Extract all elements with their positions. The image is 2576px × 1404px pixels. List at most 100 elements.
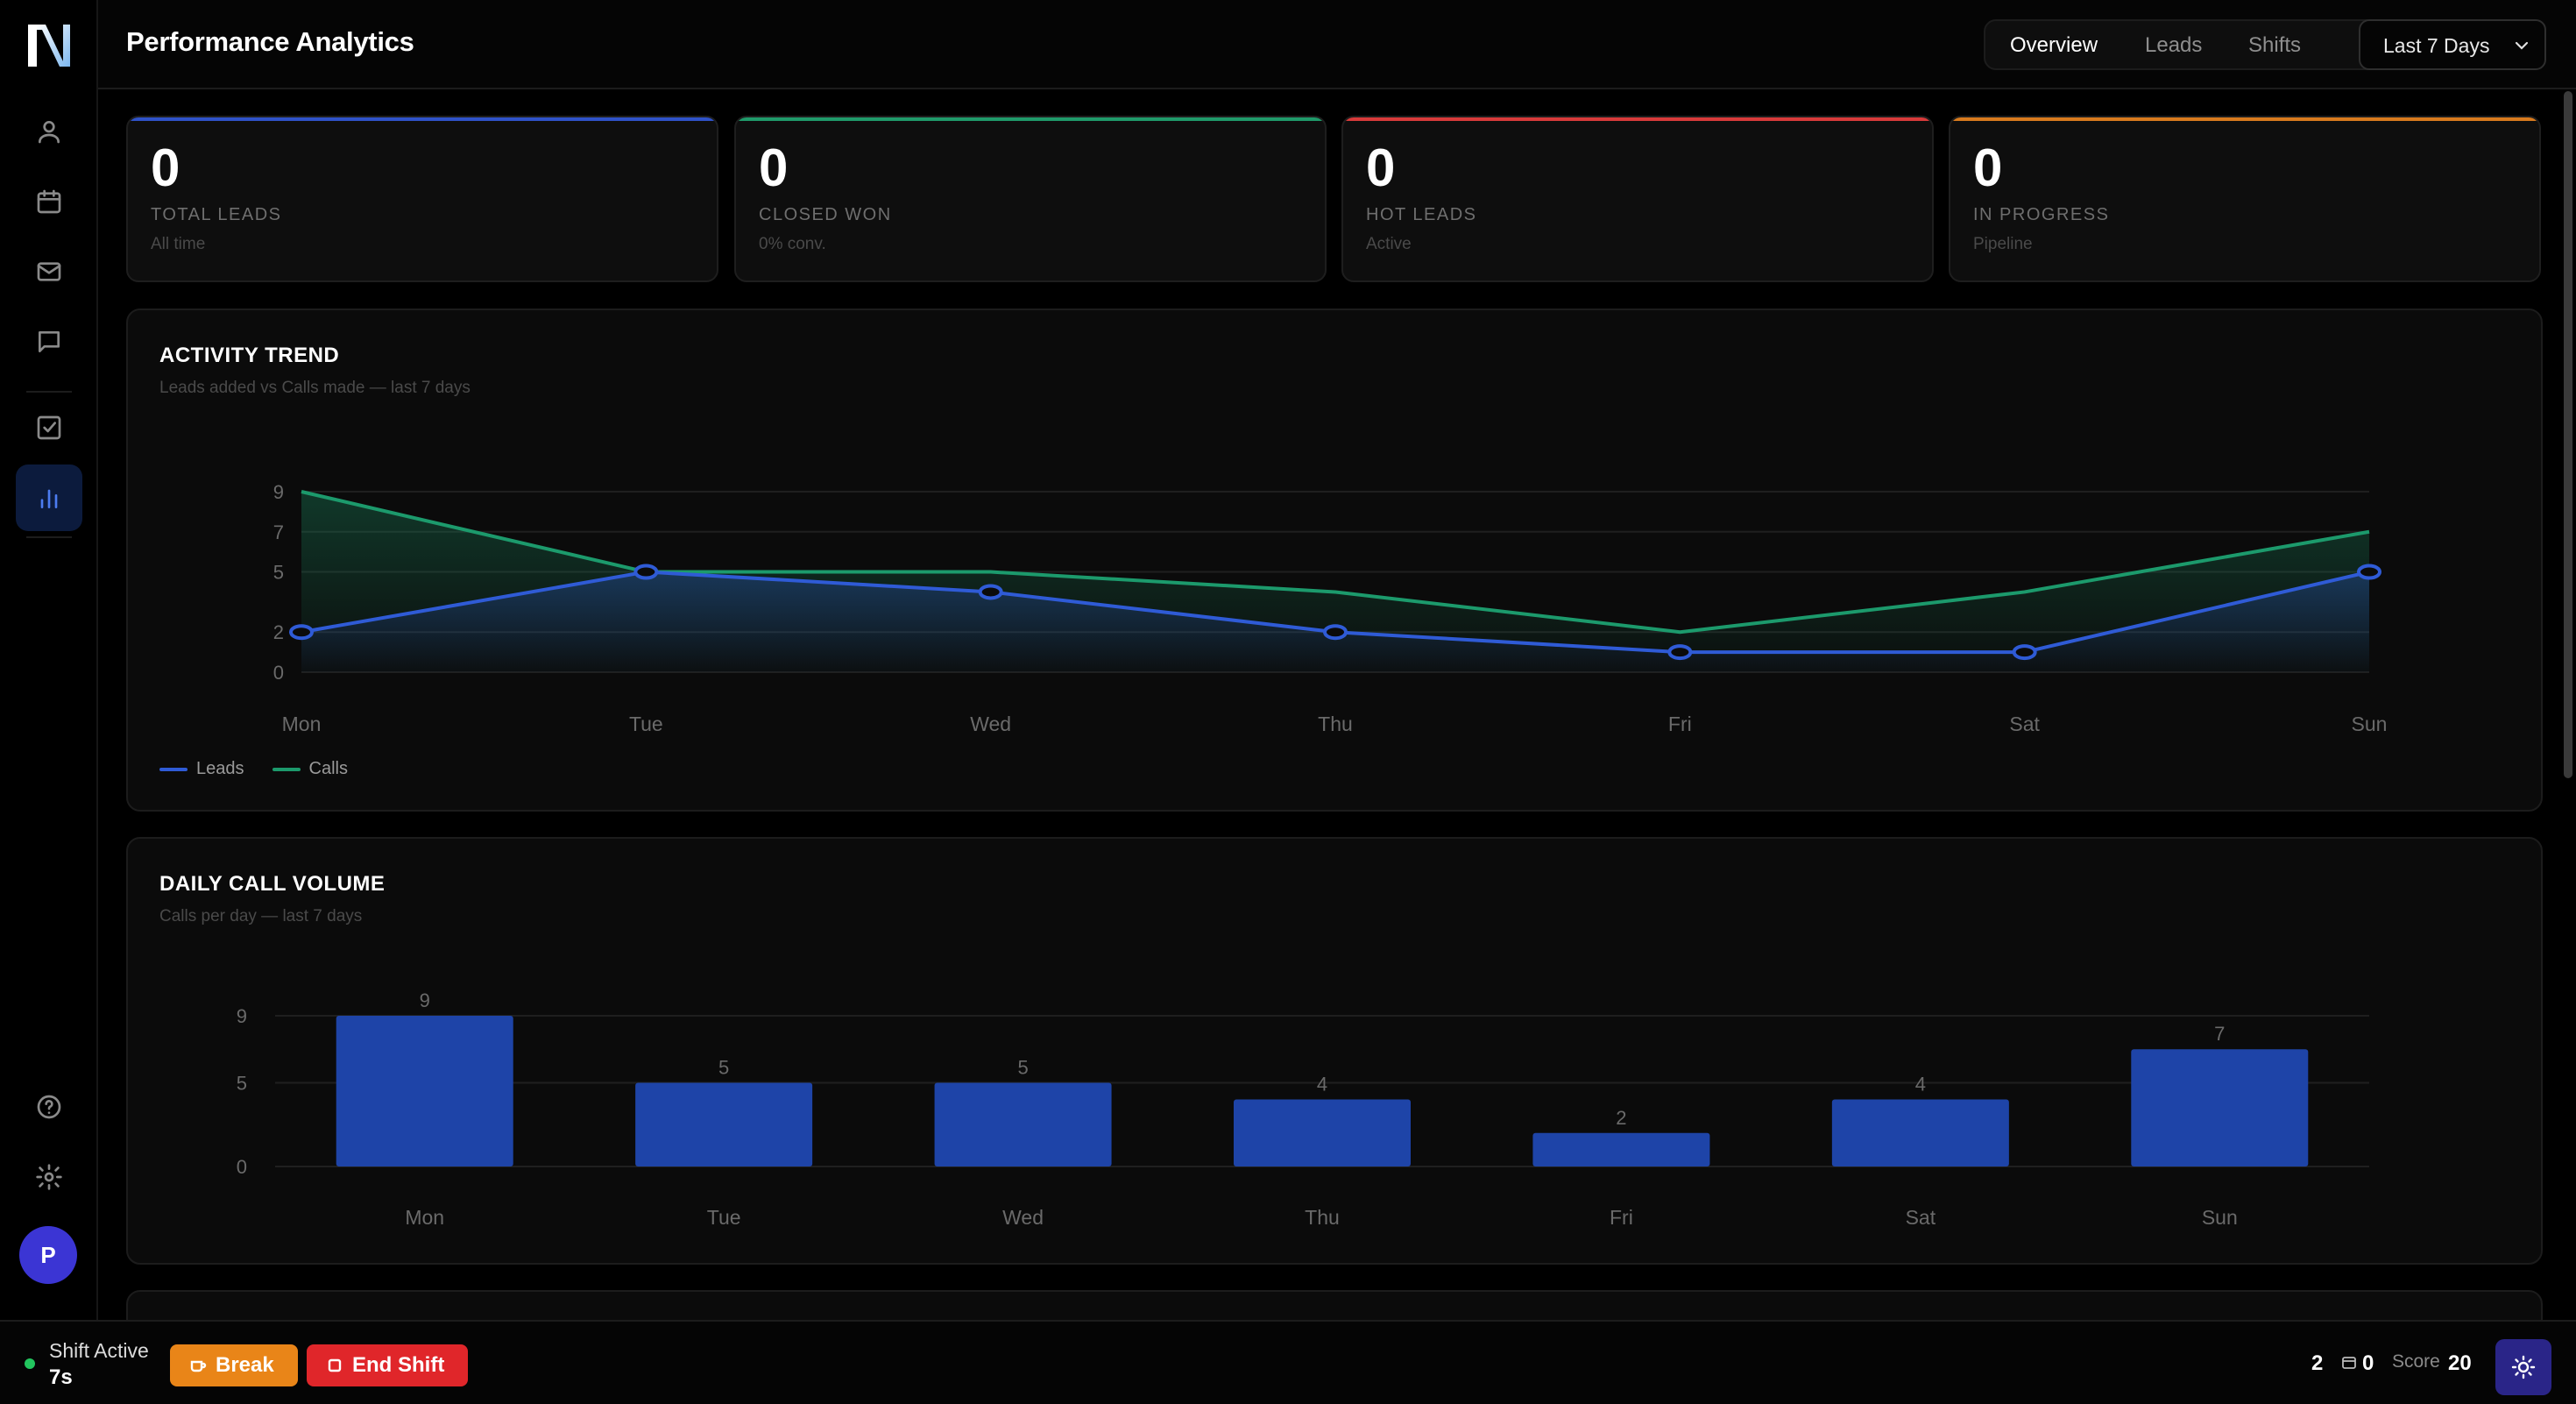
x-tick-label: Wed	[970, 713, 1011, 735]
bar	[2131, 1049, 2309, 1166]
chevron-down-icon	[2515, 41, 2529, 50]
bar-value-label: 4	[1317, 1074, 1327, 1096]
data-point	[2357, 564, 2381, 580]
y-tick-label: 2	[273, 621, 284, 643]
x-tick-label: Mon	[405, 1206, 444, 1229]
stop-icon	[328, 1358, 342, 1372]
card-accent	[128, 117, 717, 121]
y-tick-label: 5	[273, 562, 284, 584]
coffee-icon	[190, 1360, 207, 1372]
chat-icon	[39, 331, 60, 352]
data-point	[289, 624, 314, 641]
x-tick-label: Sat	[1906, 1206, 1936, 1229]
view-tabs: Overview Leads Shifts	[1984, 19, 2429, 70]
bar-chart-icon	[40, 489, 58, 508]
y-tick-label: 0	[273, 662, 284, 684]
sidebar-item-settings[interactable]	[16, 1144, 82, 1210]
user-icon	[39, 121, 60, 144]
scrollbar[interactable]	[2564, 91, 2572, 778]
legend-swatch	[272, 767, 301, 771]
legend-label: Calls	[308, 759, 348, 778]
shift-timer: 7s	[49, 1365, 73, 1389]
theme-toggle-button[interactable]	[2495, 1339, 2551, 1395]
sidebar-divider	[26, 536, 72, 538]
tab-shifts[interactable]: Shifts	[2248, 33, 2302, 57]
y-tick-label: 5	[237, 1072, 247, 1094]
sidebar-item-analytics[interactable]	[16, 464, 82, 531]
date-range-value: Last 7 Days	[2383, 34, 2490, 57]
date-range-select[interactable]: Last 7 Days	[2359, 19, 2546, 70]
checkbox-icon	[37, 415, 61, 440]
bar	[336, 1016, 513, 1166]
activity-trend-panel: ACTIVITY TREND Leads added vs Calls made…	[126, 308, 2543, 812]
data-point	[978, 584, 1003, 600]
end-shift-button[interactable]: End Shift	[307, 1344, 468, 1386]
x-tick-label: Thu	[1318, 713, 1353, 735]
sidebar-item-help[interactable]	[16, 1074, 82, 1140]
tab-leads[interactable]: Leads	[2145, 33, 2203, 57]
chart-legend: Leads Calls	[159, 759, 348, 779]
x-tick-label: Sun	[2202, 1206, 2238, 1229]
daily-call-volume-panel: DAILY CALL VOLUME Calls per day — last 7…	[126, 837, 2543, 1265]
stat-subtext: 0% conv.	[759, 235, 826, 253]
y-tick-label: 7	[273, 521, 284, 543]
score-label: Score	[2392, 1351, 2440, 1372]
stat-label: TOTAL LEADS	[151, 205, 282, 224]
legend-label: Leads	[196, 759, 244, 778]
panel-subtitle: Leads added vs Calls made — last 7 days	[159, 379, 471, 397]
calendar-icon	[37, 189, 61, 214]
stat-card-closed-won: 0 CLOSED WON 0% conv.	[734, 116, 1327, 282]
break-button-label: Break	[216, 1353, 274, 1377]
bar-value-label: 9	[420, 989, 430, 1011]
x-tick-label: Tue	[707, 1206, 741, 1229]
stat-subtext: All time	[151, 235, 206, 253]
stat-subtext: Active	[1366, 235, 1412, 253]
bar-value-label: 5	[1017, 1056, 1028, 1078]
sidebar-item-messages[interactable]	[16, 308, 82, 375]
stat-label: CLOSED WON	[759, 205, 892, 224]
stat-label: IN PROGRESS	[1973, 205, 2110, 224]
sidebar-item-tasks[interactable]	[16, 394, 82, 461]
stat-card-in-progress: 0 IN PROGRESS Pipeline	[1949, 116, 2541, 282]
score-value: 20	[2448, 1351, 2472, 1375]
bar-value-label: 7	[2214, 1023, 2225, 1045]
stat-value: 0	[1973, 138, 2003, 197]
call-volume-bar-chart: 0 5 9 9 Mon 5 Tue 5 Wed 4 Thu 2 Fri 4 Sat 7 Sun	[237, 989, 2369, 1229]
x-tick-label: Thu	[1305, 1206, 1340, 1229]
panel-title: DAILY CALL VOLUME	[159, 872, 386, 896]
stat-card-hot-leads: 0 HOT LEADS Active	[1341, 116, 1934, 282]
stat-subtext: Pipeline	[1973, 235, 2033, 253]
y-tick-label: 0	[237, 1156, 247, 1178]
stat-value: 0	[759, 138, 789, 197]
stat-card-total-leads: 0 TOTAL LEADS All time	[126, 116, 718, 282]
user-avatar[interactable]: P	[19, 1226, 77, 1284]
status-dot	[25, 1358, 35, 1369]
sidebar-item-calendar[interactable]	[16, 168, 82, 235]
bar	[934, 1082, 1112, 1166]
legend-item-calls[interactable]: Calls	[272, 759, 348, 779]
call-count: 2	[2311, 1351, 2324, 1375]
x-tick-label: Fri	[1668, 713, 1692, 735]
app-logo[interactable]	[25, 21, 74, 70]
series-area-leads	[301, 571, 2369, 672]
break-button[interactable]: Break	[170, 1344, 298, 1386]
legend-item-leads[interactable]: Leads	[159, 759, 244, 779]
bar	[635, 1082, 813, 1166]
sun-icon	[2511, 1355, 2536, 1379]
data-point	[1667, 644, 1693, 661]
y-tick-label: 9	[237, 1005, 247, 1027]
tab-overview[interactable]: Overview	[2010, 33, 2098, 57]
sidebar-item-mail[interactable]	[16, 238, 82, 305]
bar	[1532, 1132, 1710, 1166]
gear-icon	[36, 1164, 62, 1190]
lead-count: 0	[2362, 1351, 2374, 1375]
sidebar-item-contacts[interactable]	[16, 98, 82, 165]
bar	[1831, 1099, 2009, 1166]
x-tick-label: Fri	[1610, 1206, 1633, 1229]
shift-status-label: Shift Active	[49, 1339, 149, 1362]
activity-line-chart: 0 2 5 7 9 Mon Tue Wed Thu Fri Sat Sun	[273, 481, 2388, 735]
panel-subtitle: Calls per day — last 7 days	[159, 907, 363, 925]
y-tick-label: 9	[273, 481, 284, 503]
help-icon	[37, 1095, 61, 1119]
end-shift-label: End Shift	[352, 1353, 445, 1377]
